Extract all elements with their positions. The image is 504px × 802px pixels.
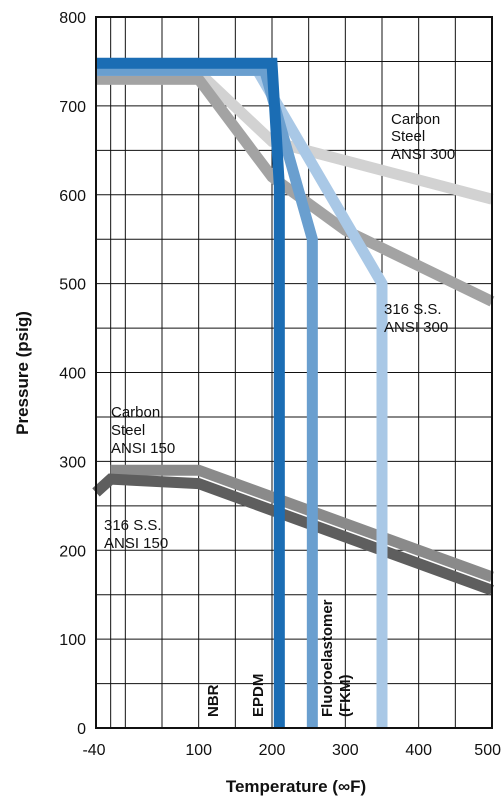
- plot-frame: [95, 16, 493, 729]
- ann-ss150-line2: ANSI 150: [104, 535, 168, 552]
- label-nbr: NBR: [205, 684, 222, 717]
- series-line-2: [110, 464, 494, 583]
- ann-ss150-line1: 316 S.S.: [104, 517, 162, 534]
- y-tick-label: 0: [77, 721, 86, 738]
- ann-ss300-line2: ANSI 300: [384, 319, 448, 336]
- series-line-6: [96, 57, 285, 728]
- series-line-3: [92, 473, 494, 596]
- annotation-316ss-ansi-300: 316 S.S. ANSI 300: [384, 301, 448, 336]
- annotation-316ss-ansi-150: 316 S.S. ANSI 150: [104, 517, 168, 552]
- y-axis-title: Pressure (psig): [13, 311, 32, 435]
- x-tick-label: -40: [82, 742, 105, 759]
- grid: [96, 17, 492, 728]
- y-tick-label: 200: [59, 543, 86, 560]
- x-tick-label: 500: [474, 742, 501, 759]
- ann-ss300-line1: 316 S.S.: [384, 301, 442, 318]
- x-tick-label: 100: [185, 742, 212, 759]
- ann-cs150-line1: Carbon: [111, 404, 160, 421]
- y-tick-labels: 0 100 200 300 400 500 600 700 800: [59, 10, 86, 738]
- y-tick-label: 400: [59, 366, 86, 383]
- y-tick-label: 700: [59, 99, 86, 116]
- label-fkm-line2: (FKM): [337, 675, 354, 717]
- y-tick-label: 500: [59, 277, 86, 294]
- series-lines: [92, 57, 495, 728]
- ann-cs300-line3: ANSI 300: [391, 146, 455, 163]
- ann-cs300-line1: Carbon: [391, 111, 440, 128]
- label-fkm-line1: Fluoroelastomer: [319, 599, 336, 717]
- ann-cs150-line2: Steel: [111, 422, 145, 439]
- x-tick-label: 200: [259, 742, 286, 759]
- series-line-1: [96, 73, 495, 307]
- x-tick-label: 400: [405, 742, 432, 759]
- y-tick-label: 800: [59, 10, 86, 27]
- label-epdm: EPDM: [250, 674, 267, 717]
- x-tick-labels: -40 100 200 300 400 500: [82, 742, 501, 759]
- y-tick-label: 300: [59, 454, 86, 471]
- annotation-carbon-steel-ansi-150: Carbon Steel ANSI 150: [111, 404, 175, 457]
- y-tick-label: 100: [59, 632, 86, 649]
- y-tick-label: 600: [59, 188, 86, 205]
- series-line-5: [96, 64, 318, 728]
- ann-cs300-line2: Steel: [391, 128, 425, 145]
- ann-cs150-line3: ANSI 150: [111, 440, 175, 457]
- series-line-4: [96, 64, 388, 728]
- x-axis-title: Temperature (∞F): [226, 777, 366, 796]
- x-tick-label: 300: [332, 742, 359, 759]
- annotation-carbon-steel-ansi-300: Carbon Steel ANSI 300: [391, 111, 455, 163]
